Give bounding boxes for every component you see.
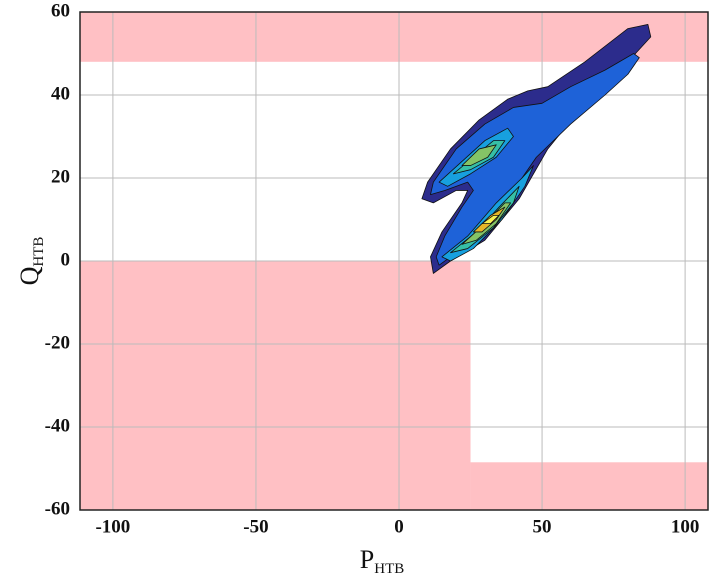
y-axis-label: QHTB: [15, 237, 47, 286]
y-tick-label: 0: [61, 249, 71, 270]
y-tick-label: -40: [45, 415, 70, 436]
x-axis-label-sub: HTB: [374, 561, 404, 576]
infeasible-region: [470, 462, 708, 510]
y-axis-label-sub: HTB: [31, 237, 47, 267]
y-tick-label: -20: [45, 332, 70, 353]
x-axis-label-main: P: [360, 545, 374, 574]
x-tick-label: -50: [243, 516, 268, 537]
y-tick-label: 40: [51, 83, 70, 104]
contour-level: [481, 214, 500, 225]
contour-level: [441, 165, 534, 262]
x-axis-label: PHTB: [360, 545, 404, 576]
y-tick-label: 20: [51, 166, 70, 187]
y-axis-label-group: QHTB: [15, 237, 47, 286]
x-tick-label: 100: [671, 516, 700, 537]
infeasible-region: [80, 261, 471, 510]
x-tick-label: 50: [533, 516, 552, 537]
contour-level: [430, 53, 640, 266]
y-tick-label: 60: [51, 0, 70, 21]
x-tick-label: -100: [95, 516, 130, 537]
x-tick-label: 0: [394, 516, 404, 537]
y-tick-label: -60: [45, 498, 70, 519]
plot-border: [79, 11, 709, 511]
contour-level: [461, 144, 497, 166]
y-axis-label-main: Q: [15, 266, 44, 285]
